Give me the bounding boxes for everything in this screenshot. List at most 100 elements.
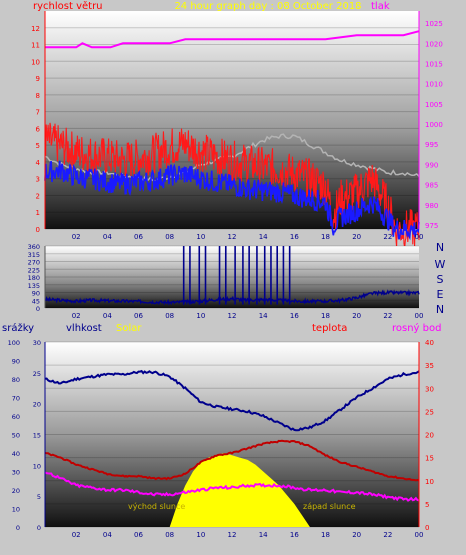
wind-tick-label: 6 [36, 125, 41, 133]
wind-direction-line [44, 289, 420, 306]
wind-tick-label: 0 [36, 226, 40, 234]
pressure-line [45, 30, 420, 49]
pressure-tick-label: 1020 [425, 40, 443, 48]
humidity-tick-label: 10 [33, 462, 41, 470]
x-tick-label: 14 [259, 531, 268, 539]
temperature-tick-label: 15 [425, 455, 434, 463]
dew-point-line [44, 471, 420, 502]
pressure-tick-label: 1010 [425, 81, 443, 89]
x-tick-label: 12 [228, 233, 237, 241]
solar-label: Solar [116, 323, 142, 334]
pressure-tick-label: 1015 [425, 60, 443, 68]
humidity-tick-label: 30 [33, 339, 41, 347]
x-tick-label: 02 [72, 531, 81, 539]
temperature-tick-labels: 0 5 10 15 20 25 30 35 40 [425, 339, 434, 532]
humidity-tick-label: 5 [37, 493, 41, 501]
x-tick-label: 16 [290, 312, 299, 320]
x-tick-label: 12 [228, 312, 237, 320]
wind-tick-label: 1 [36, 209, 40, 217]
wind-tick-label: 10 [31, 58, 40, 66]
temperature-tick-label: 10 [425, 478, 434, 486]
x-tick-label: 10 [196, 312, 205, 320]
x-tick-label: 02 [72, 312, 81, 320]
pressure-label: tlak [371, 1, 390, 12]
pressure-tick-label: 975 [425, 222, 438, 230]
wind-direction-x-tick-labels: 02 04 06 08 10 12 14 16 18 20 22 00 [72, 312, 424, 320]
x-tick-label: 02 [72, 233, 81, 241]
x-tick-label: 06 [134, 312, 143, 320]
x-tick-label: 00 [415, 233, 424, 241]
wind-speed-traces [44, 122, 420, 249]
x-tick-label: 18 [321, 531, 330, 539]
x-tick-label: 08 [165, 531, 174, 539]
x-tick-label: 06 [134, 233, 143, 241]
x-tick-label: 18 [321, 233, 330, 241]
x-tick-label: 16 [290, 531, 299, 539]
humidity-tick-label: 25 [33, 370, 41, 378]
direction-tick-label: 45 [32, 297, 40, 305]
rain-tick-label: 60 [12, 413, 20, 421]
rain-tick-label: 50 [12, 432, 20, 440]
humidity-tick-label: 15 [33, 432, 41, 440]
rain-tick-labels: 0 10 20 30 40 50 60 70 80 90 100 [8, 339, 20, 532]
temperature-tick-label: 25 [425, 408, 434, 416]
direction-tick-label: 270 [28, 259, 40, 267]
wind-tick-label: 5 [36, 142, 40, 150]
pressure-tick-label: 1005 [425, 101, 443, 109]
rain-tick-label: 20 [12, 487, 20, 495]
wind-tick-label: 8 [36, 92, 40, 100]
pressure-tick-label: 1000 [425, 121, 443, 129]
temperature-tick-label: 20 [425, 432, 434, 440]
x-tick-label: 12 [228, 531, 237, 539]
wind-tick-label: 11 [31, 42, 40, 50]
direction-tick-label: 90 [32, 290, 40, 298]
x-tick-label: 04 [103, 233, 112, 241]
x-tick-label: 22 [383, 531, 392, 539]
compass-n-top: N [436, 241, 444, 254]
wind-average-line [44, 160, 420, 241]
compass-s: S [437, 273, 444, 286]
wind-pressure-x-tick-labels: 02 04 06 08 10 12 14 16 18 20 22 00 [72, 233, 424, 241]
wind-tick-label: 2 [36, 192, 40, 200]
wind-pressure-grid [45, 27, 419, 230]
chart-title: 24 hour graph day : 08 October 2018 [174, 1, 361, 12]
wind-tick-label: 12 [31, 25, 40, 33]
pressure-tick-label: 995 [425, 141, 438, 149]
direction-tick-label: 360 [28, 243, 40, 251]
x-tick-label: 10 [196, 531, 205, 539]
x-tick-label: 06 [134, 531, 143, 539]
x-tick-label: 20 [352, 531, 361, 539]
humidity-temp-dew-traces [44, 369, 420, 502]
humidity-label: vlhkost [66, 323, 102, 334]
solar-area [169, 453, 310, 527]
wind-tick-label: 9 [36, 75, 40, 83]
x-tick-label: 16 [290, 233, 299, 241]
temperature-x-tick-labels: 02 04 06 08 10 12 14 16 18 20 22 00 [72, 531, 424, 539]
x-tick-label: 22 [383, 233, 392, 241]
humidity-tick-label: 20 [33, 401, 41, 409]
temperature-label: teplota [312, 323, 347, 334]
wind-tick-label: 3 [36, 176, 40, 184]
pressure-tick-label: 990 [425, 161, 438, 169]
wind-direction-trace [44, 246, 420, 306]
x-tick-label: 20 [352, 312, 361, 320]
humidity-line [44, 369, 420, 432]
direction-tick-label: 315 [28, 251, 40, 259]
sunset-label: západ slunce [303, 502, 356, 511]
x-tick-label: 20 [352, 233, 361, 241]
rain-tick-label: 30 [12, 469, 20, 477]
direction-tick-label: 180 [28, 274, 40, 282]
temperature-tick-label: 40 [425, 339, 434, 347]
direction-tick-label: 225 [28, 266, 40, 274]
rain-label: srážky [2, 322, 34, 334]
direction-tick-label: 0 [36, 305, 40, 313]
x-tick-label: 14 [259, 312, 268, 320]
x-tick-label: 00 [415, 531, 424, 539]
rain-tick-label: 40 [12, 450, 20, 458]
solar-fill [169, 453, 310, 527]
rain-tick-label: 0 [16, 524, 20, 532]
pressure-tick-label: 980 [425, 202, 438, 210]
compass-n-bottom: N [436, 303, 444, 316]
x-tick-label: 04 [103, 531, 112, 539]
